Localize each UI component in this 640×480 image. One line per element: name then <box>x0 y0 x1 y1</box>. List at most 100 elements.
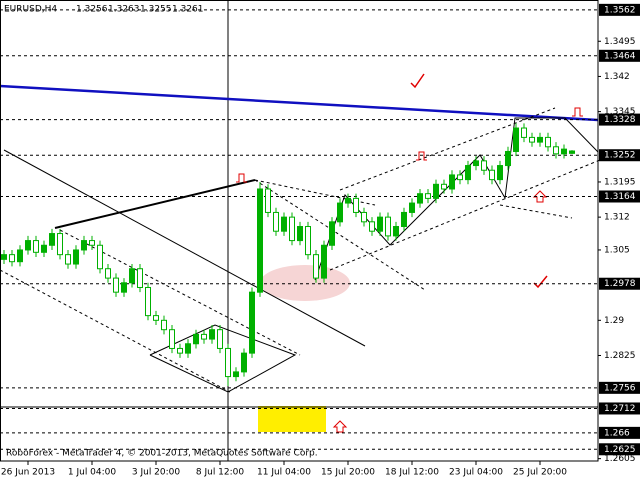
candle-body <box>281 216 287 232</box>
last-low: 1.3255 <box>140 5 172 15</box>
symbol: EURUSD,H4 <box>4 5 57 15</box>
candle-body <box>361 211 367 223</box>
level-label-box <box>599 443 640 456</box>
candle-body <box>225 347 231 378</box>
level-label-box <box>599 277 640 290</box>
up-arrow <box>532 190 548 203</box>
level-label: 1.3562 <box>604 5 636 15</box>
candle-body <box>353 197 359 213</box>
candle-body <box>89 240 95 246</box>
y-tick-label: 1.342 <box>604 72 630 82</box>
target-box <box>258 406 326 432</box>
channel-line <box>329 159 601 271</box>
level-label-box <box>599 190 640 203</box>
level-label-box <box>599 381 640 394</box>
candle-body <box>185 343 191 354</box>
candle-body <box>265 188 271 213</box>
level-label-box <box>599 402 640 415</box>
candle-body <box>177 347 183 354</box>
candle-body <box>1 254 7 260</box>
candle-body <box>65 254 71 265</box>
trend-line <box>0 84 599 122</box>
x-tick-label: 23 Jul 04:00 <box>449 468 503 478</box>
x-tick-label: 8 Jul 12:00 <box>196 468 245 478</box>
candle-body <box>33 240 39 253</box>
candle-body <box>537 136 543 143</box>
candle-body <box>105 268 111 279</box>
candle-body <box>369 221 375 232</box>
level-label: 1.3252 <box>604 151 636 161</box>
y-tick-label: 1.2605 <box>604 454 636 464</box>
candle-body <box>249 291 255 354</box>
candle-body <box>457 174 463 181</box>
level-label-box <box>599 426 640 439</box>
level-label-box <box>599 113 640 126</box>
trend-line <box>54 179 256 229</box>
candle-body <box>337 202 343 223</box>
candle-body <box>417 193 423 204</box>
level-label: 1.2978 <box>604 279 636 289</box>
highlight-ellipse <box>260 265 350 301</box>
signal-icon <box>236 173 247 183</box>
candle-body <box>489 169 495 181</box>
candle-body <box>201 333 207 340</box>
x-tick-label: 1 Jul 04:00 <box>68 468 117 478</box>
level-label: 1.3464 <box>604 51 636 61</box>
channel-line <box>0 269 231 393</box>
last-close: 1.3261 <box>172 5 204 15</box>
candle-body <box>497 165 503 181</box>
candle-body <box>545 136 551 148</box>
candle-body <box>553 146 559 155</box>
candle-body <box>329 221 335 246</box>
candle-body <box>137 268 143 288</box>
y-tick-label: 1.312 <box>604 213 630 223</box>
candle-body <box>409 202 415 213</box>
candle-body <box>97 244 103 270</box>
candle-body <box>217 329 223 349</box>
candle-body <box>513 127 519 152</box>
level-label: 1.2756 <box>604 383 636 393</box>
plot-frame <box>0 0 599 462</box>
candle-body <box>377 216 383 232</box>
candle-body <box>169 329 175 349</box>
up-arrow <box>332 420 348 433</box>
candles <box>1 123 575 386</box>
candle-body <box>25 240 31 251</box>
candle-body <box>529 136 535 143</box>
candle-body <box>57 233 63 256</box>
candle-body <box>561 148 567 155</box>
level-label: 1.2712 <box>604 404 636 414</box>
candle-body <box>393 226 399 237</box>
candle-body <box>145 286 151 317</box>
candle-body <box>193 333 199 345</box>
candle-body <box>505 150 511 167</box>
x-tick-label: 3 Jul 20:00 <box>132 468 181 478</box>
candle-body <box>161 319 167 331</box>
candle-body <box>113 277 119 293</box>
candle-body <box>321 244 327 279</box>
x-tick-label: 15 Jul 20:00 <box>321 468 375 478</box>
candle-body <box>305 226 311 256</box>
candle-body <box>289 216 295 242</box>
level-label: 1.3164 <box>604 192 636 202</box>
y-tick-label: 1.305 <box>604 245 630 255</box>
x-tick-label: 26 Jun 2013 <box>1 468 55 478</box>
candle-body <box>129 268 135 284</box>
axes: 1.3495 1.342 1.3345 1.3195 1.312 1.305 1.29 1.2… <box>1 3 640 478</box>
candle-body <box>49 233 55 246</box>
x-tick-label: 25 Jul 20:00 <box>513 468 567 478</box>
level-label-box <box>599 149 640 162</box>
header: EURUSD,H4 1.3256 1.3263 1.3255 1.3261 <box>4 5 204 15</box>
candle-body <box>465 165 471 181</box>
candle-body <box>569 150 575 154</box>
candle-body <box>273 211 279 232</box>
signal-icon <box>572 107 583 117</box>
last-high: 1.3263 <box>108 5 140 15</box>
level-label: 1.266 <box>604 428 630 438</box>
levels <box>0 9 598 450</box>
channel-line <box>499 204 573 219</box>
candle-body <box>473 160 479 167</box>
candle-body <box>9 254 15 263</box>
level-label-box <box>599 49 640 62</box>
